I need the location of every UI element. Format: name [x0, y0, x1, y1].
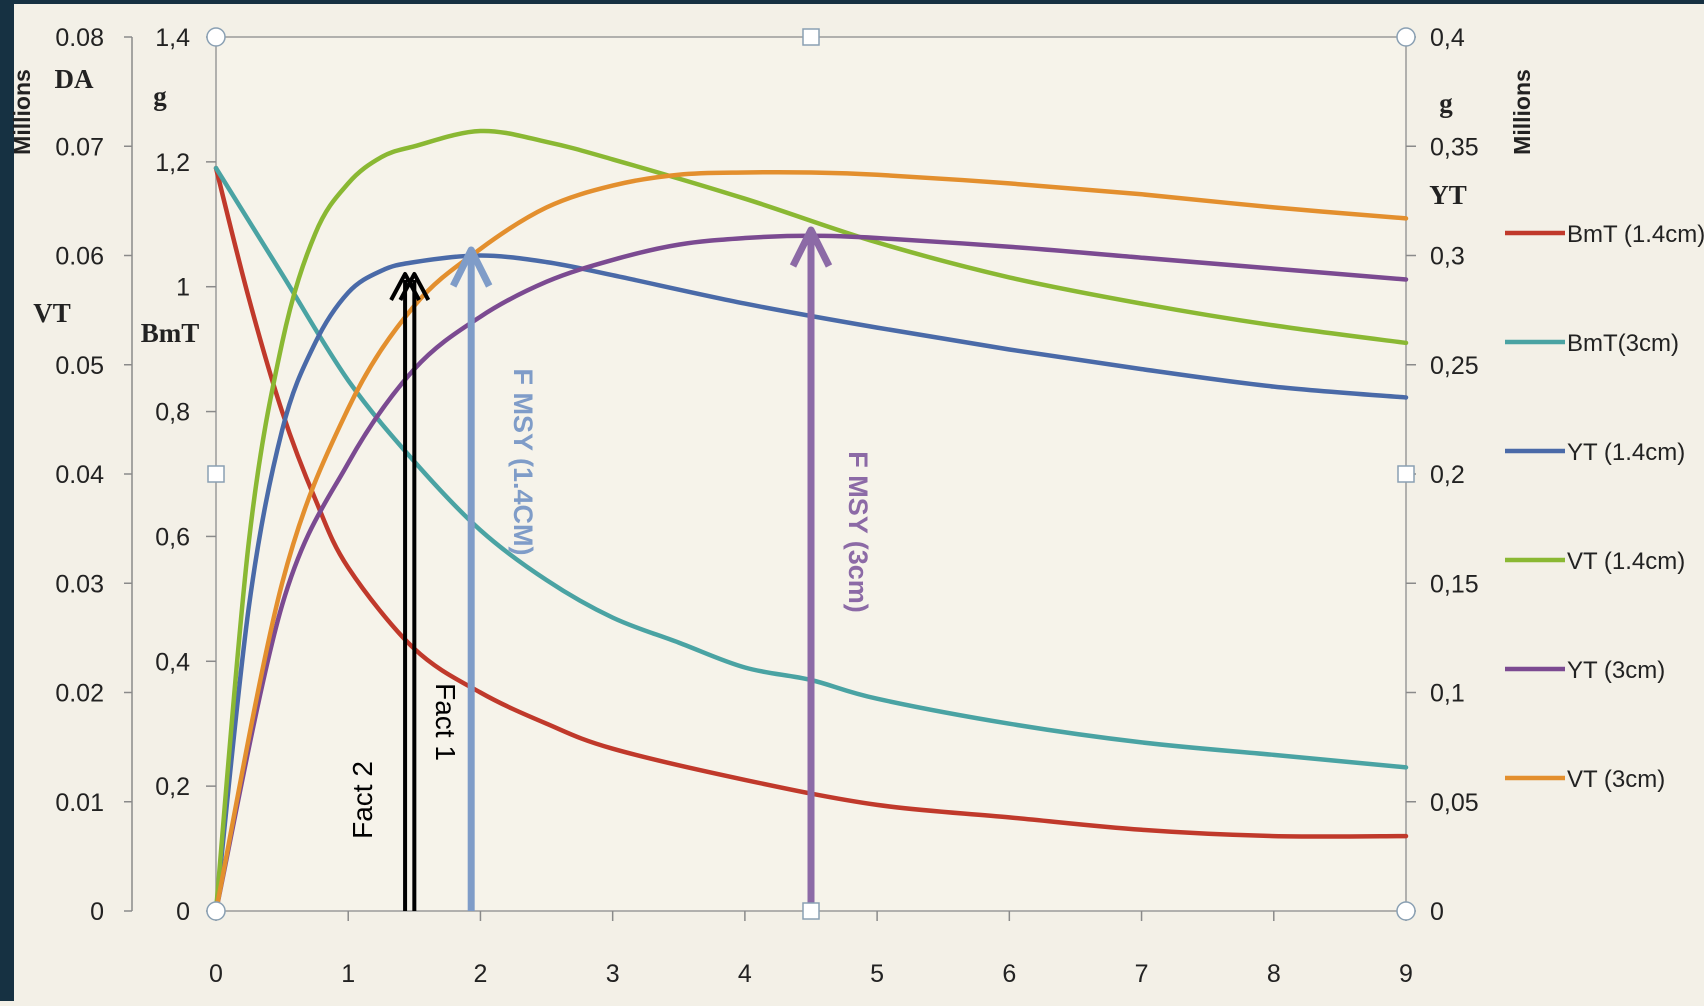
- left-inner-tick-label: 1,4: [155, 24, 190, 52]
- x-tick-label: 8: [1267, 960, 1281, 988]
- annotation-arrow-head: [398, 272, 431, 301]
- left-edge-bar: [0, 0, 14, 1001]
- left-outer-units-label: Millions: [9, 69, 35, 155]
- right-inner-tick-label: 0,1: [1430, 680, 1465, 708]
- x-tick-label: 3: [606, 960, 620, 988]
- left-outer-axis-label-vt: VT: [33, 298, 71, 328]
- legend-entry[interactable]: VT (3cm): [1567, 766, 1665, 793]
- series-line-3[interactable]: [213, 253, 1409, 914]
- left-outer-tick-label: 0.05: [55, 352, 104, 380]
- corner-handle[interactable]: [1396, 27, 1416, 47]
- series-layer: [213, 128, 1409, 914]
- right-outer-units-label: Millions: [1509, 69, 1535, 155]
- right-inner-tick-label: 0: [1430, 898, 1444, 926]
- left-inner-tick-label: 0,4: [155, 648, 190, 676]
- annotation-label: Fact 1: [430, 683, 461, 761]
- right-inner-axis-label-g: g: [1439, 88, 1453, 118]
- edge-handle[interactable]: [802, 28, 820, 46]
- left-inner-tick-label: 1: [176, 274, 190, 302]
- x-tick-label: 4: [738, 960, 752, 988]
- edge-handle[interactable]: [802, 902, 820, 920]
- legend-entry[interactable]: YT (1.4cm): [1567, 439, 1685, 466]
- left-inner-tick-label: 1,2: [155, 149, 190, 177]
- selection-handles[interactable]: [206, 27, 1416, 921]
- left-inner-tick-label: 0,2: [155, 773, 190, 801]
- left-inner-tick-label: 0,6: [155, 523, 190, 551]
- left-outer-tick-label: 0.03: [55, 570, 104, 598]
- legend-entry[interactable]: VT (1.4cm): [1567, 548, 1685, 575]
- right-inner-tick-label: 0,3: [1430, 243, 1465, 271]
- right-inner-tick-label: 0,05: [1430, 789, 1479, 817]
- legend-entry[interactable]: BmT (1.4cm): [1567, 221, 1704, 248]
- x-tick-label: 2: [473, 960, 487, 988]
- series-line-5[interactable]: [213, 233, 1409, 914]
- x-tick-label: 7: [1135, 960, 1149, 988]
- edge-handle[interactable]: [1397, 465, 1415, 483]
- left-outer-tick-label: 0.06: [55, 243, 104, 271]
- edge-handle[interactable]: [207, 465, 225, 483]
- left-outer-tick-label: 0.04: [55, 461, 104, 489]
- x-tick-label: 5: [870, 960, 884, 988]
- axes-layer: 0 1 2 3 4 5 6 7 8 9 0 0.01 0.02 0.03 0.04 0.05 0.06 0.07 0…: [9, 24, 1704, 988]
- right-inner-tick-label: 0,15: [1430, 570, 1479, 598]
- right-inner-tick-label: 0,35: [1430, 133, 1479, 161]
- annotation-label: F MSY (3cm): [843, 451, 873, 613]
- x-tick-label: 1: [341, 960, 355, 988]
- legend-entry[interactable]: YT (3cm): [1567, 657, 1665, 684]
- left-inner-tick-label: 0,8: [155, 399, 190, 427]
- left-outer-tick-label: 0: [90, 898, 104, 926]
- left-outer-tick-label: 0.02: [55, 680, 104, 708]
- left-outer-axis-label-da: DA: [55, 64, 94, 94]
- x-tick-label: 0: [209, 960, 223, 988]
- annotation-layer: Fact 2 Fact 1 F MSY (1.4CM) F MSY (3cm): [347, 226, 873, 911]
- annotation-label: F MSY (1.4CM): [508, 368, 538, 555]
- series-line-2[interactable]: [213, 165, 1409, 770]
- left-inner-axis-label-bmt: BmT: [141, 318, 200, 348]
- x-tick-label: 6: [1002, 960, 1016, 988]
- left-outer-tick-label: 0.08: [55, 24, 104, 52]
- x-tick-label: 9: [1399, 960, 1413, 988]
- right-inner-tick-label: 0,4: [1430, 24, 1465, 52]
- left-outer-tick-label: 0.01: [55, 789, 104, 817]
- series-line-4[interactable]: [213, 128, 1409, 914]
- series-line-6[interactable]: [213, 169, 1409, 914]
- left-outer-tick-label: 0.07: [55, 133, 104, 161]
- corner-handle[interactable]: [1396, 901, 1416, 921]
- right-inner-tick-label: 0,25: [1430, 352, 1479, 380]
- top-edge-bar: [0, 0, 1704, 4]
- right-inner-tick-label: 0,2: [1430, 461, 1465, 489]
- series-line-1[interactable]: [213, 165, 1409, 839]
- legend-entry[interactable]: BmT(3cm): [1567, 330, 1679, 357]
- corner-handle[interactable]: [206, 901, 226, 921]
- annotation-arrow-head: [789, 226, 833, 268]
- annotation-label: Fact 2: [347, 761, 378, 839]
- right-inner-axis-label-yt: YT: [1429, 180, 1467, 210]
- left-inner-tick-label: 0: [176, 898, 190, 926]
- corner-handle[interactable]: [206, 27, 226, 47]
- annotation-arrow-head: [450, 246, 493, 288]
- left-inner-axis-label-g: g: [153, 81, 167, 111]
